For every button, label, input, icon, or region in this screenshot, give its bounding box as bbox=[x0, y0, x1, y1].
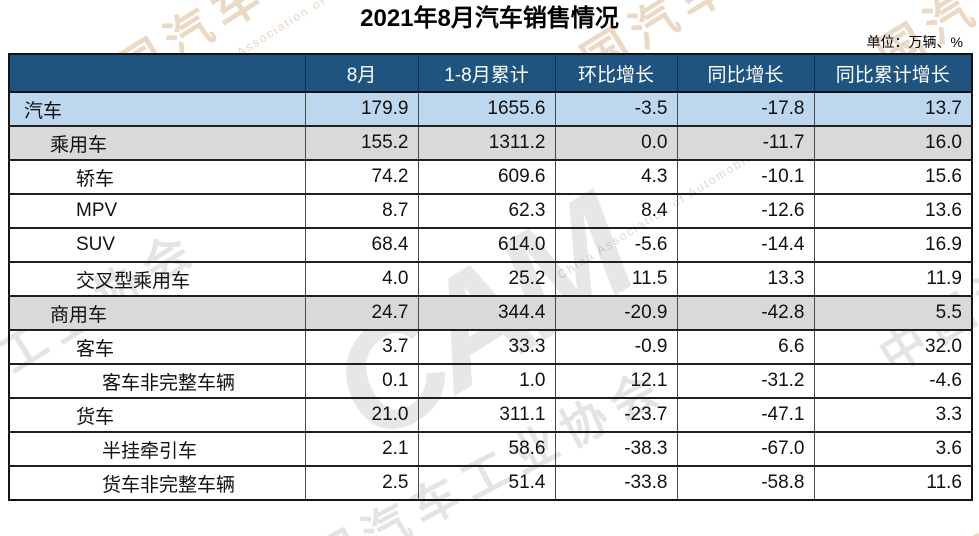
cell-yoy-growth: 13.3 bbox=[676, 261, 814, 296]
cell-august: 3.7 bbox=[304, 329, 418, 364]
cell-yoy-cum-growth: 3.6 bbox=[813, 431, 972, 466]
cell-cumulative: 614.0 bbox=[417, 227, 555, 262]
cell-mom-growth: -5.6 bbox=[554, 227, 677, 262]
table-row: 轿车 74.2 609.6 4.3 -10.1 15.6 bbox=[9, 159, 972, 194]
table-row: 商用车 24.7 344.4 -20.9 -42.8 5.5 bbox=[9, 295, 972, 330]
cell-yoy-growth: -31.2 bbox=[676, 363, 814, 398]
header-cell-august: 8月 bbox=[304, 54, 418, 93]
cell-august: 24.7 bbox=[304, 295, 418, 330]
cell-mom-growth: -0.9 bbox=[554, 329, 677, 364]
cell-yoy-growth: -42.8 bbox=[676, 295, 814, 330]
cell-yoy-cum-growth: 3.3 bbox=[813, 397, 972, 432]
cell-yoy-growth: -67.0 bbox=[676, 431, 814, 466]
cell-august: 0.1 bbox=[304, 363, 418, 398]
cell-yoy-growth: -17.8 bbox=[676, 91, 814, 126]
cell-yoy-cum-growth: 13.6 bbox=[813, 193, 972, 228]
table-row: 汽车 179.9 1655.6 -3.5 -17.8 13.7 bbox=[9, 91, 972, 126]
cell-cumulative: 1655.6 bbox=[417, 91, 555, 126]
cell-yoy-growth: -11.7 bbox=[676, 125, 814, 160]
row-label: 货车 bbox=[9, 397, 305, 432]
cell-yoy-cum-growth: 13.7 bbox=[813, 91, 972, 126]
row-label: 汽车 bbox=[9, 91, 305, 126]
cell-august: 74.2 bbox=[304, 159, 418, 194]
table-body: 汽车 179.9 1655.6 -3.5 -17.8 13.7 乘用车 155.… bbox=[9, 91, 972, 500]
cell-cumulative: 609.6 bbox=[417, 159, 555, 194]
cell-yoy-cum-growth: 15.6 bbox=[813, 159, 972, 194]
cell-mom-growth: 0.0 bbox=[554, 125, 677, 160]
cell-cumulative: 344.4 bbox=[417, 295, 555, 330]
table-row: 客车非完整车辆 0.1 1.0 12.1 -31.2 -4.6 bbox=[9, 363, 972, 398]
cell-cumulative: 51.4 bbox=[417, 465, 555, 500]
cell-august: 21.0 bbox=[304, 397, 418, 432]
cell-yoy-cum-growth: 11.6 bbox=[813, 465, 972, 500]
table-row: 半挂牵引车 2.1 58.6 -38.3 -67.0 3.6 bbox=[9, 431, 972, 466]
header-cell-yoy-cum-growth: 同比累计增长 bbox=[813, 54, 972, 93]
table-row: MPV 8.7 62.3 8.4 -12.6 13.6 bbox=[9, 193, 972, 228]
report-content: 2021年8月汽车销售情况 单位：万辆、% 8月 1-8月累计 环比增长 同比增… bbox=[8, 5, 973, 501]
row-label: 货车非完整车辆 bbox=[9, 465, 305, 500]
cell-mom-growth: 12.1 bbox=[554, 363, 677, 398]
page-title: 2021年8月汽车销售情况 bbox=[360, 5, 619, 32]
cell-yoy-cum-growth: 32.0 bbox=[813, 329, 972, 364]
cell-august: 179.9 bbox=[304, 91, 418, 126]
cell-cumulative: 1311.2 bbox=[417, 125, 555, 160]
header-cell-cumulative: 1-8月累计 bbox=[417, 54, 555, 93]
cell-mom-growth: -3.5 bbox=[554, 91, 677, 126]
cell-cumulative: 25.2 bbox=[417, 261, 555, 296]
header-row: 8月 1-8月累计 环比增长 同比增长 同比累计增长 bbox=[9, 54, 972, 93]
cell-yoy-growth: -47.1 bbox=[676, 397, 814, 432]
cell-mom-growth: -33.8 bbox=[554, 465, 677, 500]
table-row: 交叉型乘用车 4.0 25.2 11.5 13.3 11.9 bbox=[9, 261, 972, 296]
cell-mom-growth: 8.4 bbox=[554, 193, 677, 228]
sales-table: 8月 1-8月累计 环比增长 同比增长 同比累计增长 汽车 179.9 1655… bbox=[8, 53, 973, 501]
table-header: 8月 1-8月累计 环比增长 同比增长 同比累计增长 bbox=[9, 54, 972, 93]
cell-yoy-growth: 6.6 bbox=[676, 329, 814, 364]
row-label: 半挂牵引车 bbox=[9, 431, 305, 466]
header-cell-mom-growth: 环比增长 bbox=[554, 54, 677, 93]
cell-cumulative: 33.3 bbox=[417, 329, 555, 364]
cell-yoy-growth: -14.4 bbox=[676, 227, 814, 262]
cell-august: 8.7 bbox=[304, 193, 418, 228]
cell-yoy-cum-growth: 11.9 bbox=[813, 261, 972, 296]
unit-note: 单位：万辆、% bbox=[866, 34, 963, 50]
cell-yoy-growth: -10.1 bbox=[676, 159, 814, 194]
table-row: 货车非完整车辆 2.5 51.4 -33.8 -58.8 11.6 bbox=[9, 465, 972, 500]
row-label: 交叉型乘用车 bbox=[9, 261, 305, 296]
cell-yoy-cum-growth: 16.0 bbox=[813, 125, 972, 160]
table-row: SUV 68.4 614.0 -5.6 -14.4 16.9 bbox=[9, 227, 972, 262]
row-label: 轿车 bbox=[9, 159, 305, 194]
cell-yoy-cum-growth: 5.5 bbox=[813, 295, 972, 330]
row-label: 商用车 bbox=[9, 295, 305, 330]
row-label: SUV bbox=[9, 227, 305, 262]
cell-mom-growth: 11.5 bbox=[554, 261, 677, 296]
table-row: 乘用车 155.2 1311.2 0.0 -11.7 16.0 bbox=[9, 125, 972, 160]
cell-mom-growth: -20.9 bbox=[554, 295, 677, 330]
cell-mom-growth: -23.7 bbox=[554, 397, 677, 432]
table-row: 客车 3.7 33.3 -0.9 6.6 32.0 bbox=[9, 329, 972, 364]
cell-yoy-cum-growth: 16.9 bbox=[813, 227, 972, 262]
cell-cumulative: 311.1 bbox=[417, 397, 555, 432]
row-label: 乘用车 bbox=[9, 125, 305, 160]
row-label: 客车 bbox=[9, 329, 305, 364]
cell-cumulative: 58.6 bbox=[417, 431, 555, 466]
cell-august: 155.2 bbox=[304, 125, 418, 160]
cell-mom-growth: 4.3 bbox=[554, 159, 677, 194]
row-label: MPV bbox=[9, 193, 305, 228]
cell-august: 4.0 bbox=[304, 261, 418, 296]
cell-august: 2.1 bbox=[304, 431, 418, 466]
table-row: 货车 21.0 311.1 -23.7 -47.1 3.3 bbox=[9, 397, 972, 432]
cell-august: 2.5 bbox=[304, 465, 418, 500]
cell-cumulative: 1.0 bbox=[417, 363, 555, 398]
cell-mom-growth: -38.3 bbox=[554, 431, 677, 466]
cell-yoy-growth: -58.8 bbox=[676, 465, 814, 500]
cell-yoy-cum-growth: -4.6 bbox=[813, 363, 972, 398]
cell-yoy-growth: -12.6 bbox=[676, 193, 814, 228]
cell-cumulative: 62.3 bbox=[417, 193, 555, 228]
header-cell-yoy-growth: 同比增长 bbox=[676, 54, 814, 93]
cell-august: 68.4 bbox=[304, 227, 418, 262]
row-label: 客车非完整车辆 bbox=[9, 363, 305, 398]
header-cell-category bbox=[9, 54, 305, 93]
